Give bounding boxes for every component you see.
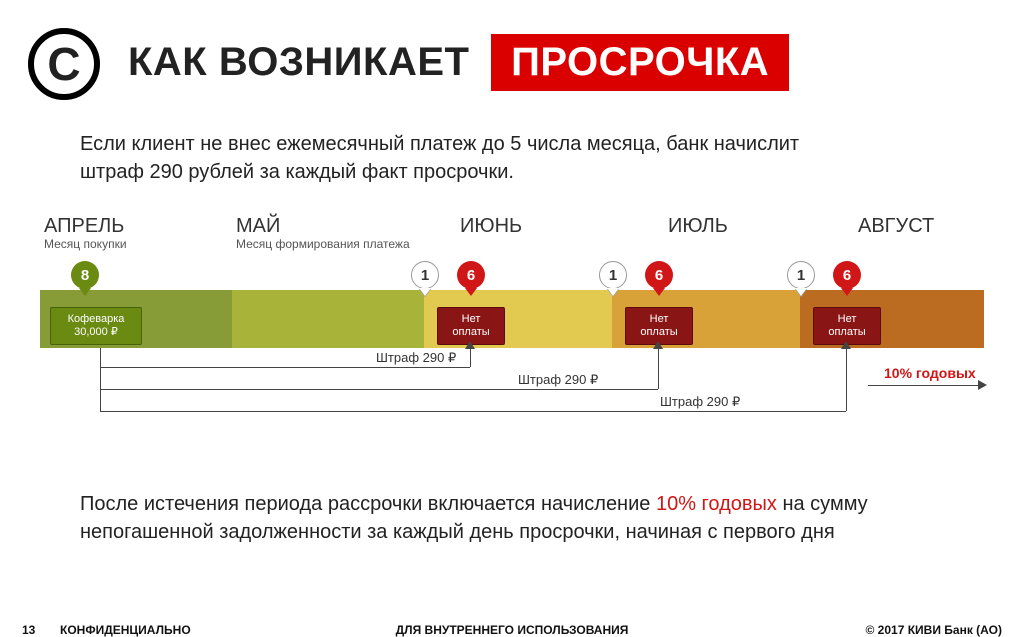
fine-line bbox=[846, 348, 847, 411]
timeline-pin: 1 bbox=[786, 261, 816, 299]
logo-letter: С bbox=[47, 41, 80, 87]
arrow-up-icon bbox=[653, 341, 663, 349]
month-segment bbox=[232, 290, 424, 348]
month-label: АПРЕЛЬМесяц покупки bbox=[44, 215, 234, 252]
timeline-pin: 6 bbox=[832, 261, 862, 299]
arrow-up-icon bbox=[841, 341, 851, 349]
month-label: ИЮЛЬ bbox=[668, 215, 858, 238]
arrow-up-icon bbox=[465, 341, 475, 349]
fine-line bbox=[658, 348, 659, 389]
fine-label: Штраф 290 ₽ bbox=[376, 350, 456, 366]
slide-title: КАК ВОЗНИКАЕТ ПРОСРОЧКА bbox=[128, 34, 789, 91]
month-label: МАЙМесяц формирования платежа bbox=[236, 215, 426, 252]
fault-badge: Нет оплаты bbox=[625, 307, 693, 345]
fine-line bbox=[100, 367, 470, 368]
logo-circle: С bbox=[28, 28, 100, 100]
month-label: ИЮНЬ bbox=[460, 215, 650, 238]
timeline: АПРЕЛЬМесяц покупкиМАЙМесяц формирования… bbox=[40, 215, 984, 450]
annual-line bbox=[868, 385, 978, 386]
fine-line bbox=[470, 348, 471, 367]
fine-line bbox=[100, 411, 846, 412]
title-text: КАК ВОЗНИКАЕТ bbox=[128, 40, 469, 84]
fine-line bbox=[100, 348, 101, 411]
timeline-pin: 1 bbox=[598, 261, 628, 299]
title-badge: ПРОСРОЧКА bbox=[491, 34, 789, 91]
fine-label: Штраф 290 ₽ bbox=[518, 372, 598, 388]
fault-badge: Нет оплаты bbox=[437, 307, 505, 345]
summary-paragraph: После истечения периода рассрочки включа… bbox=[80, 490, 950, 546]
timeline-pin: 1 bbox=[410, 261, 440, 299]
month-label: АВГУСТ bbox=[858, 215, 1024, 238]
timeline-pin: 6 bbox=[456, 261, 486, 299]
lead-paragraph: Если клиент не внес ежемесячный платеж д… bbox=[80, 130, 840, 186]
purchase-badge: Кофеварка30,000 ₽ bbox=[50, 307, 142, 345]
timeline-pin: 8 bbox=[70, 261, 100, 299]
timeline-pin: 6 bbox=[644, 261, 674, 299]
arrow-right-icon bbox=[978, 380, 987, 390]
summary-a: После истечения периода рассрочки включа… bbox=[80, 493, 656, 515]
fine-label: Штраф 290 ₽ bbox=[660, 394, 740, 410]
annual-label: 10% годовых bbox=[884, 365, 976, 381]
fine-line bbox=[100, 389, 658, 390]
fault-badge: Нет оплаты bbox=[813, 307, 881, 345]
summary-highlight: 10% годовых bbox=[656, 493, 777, 515]
